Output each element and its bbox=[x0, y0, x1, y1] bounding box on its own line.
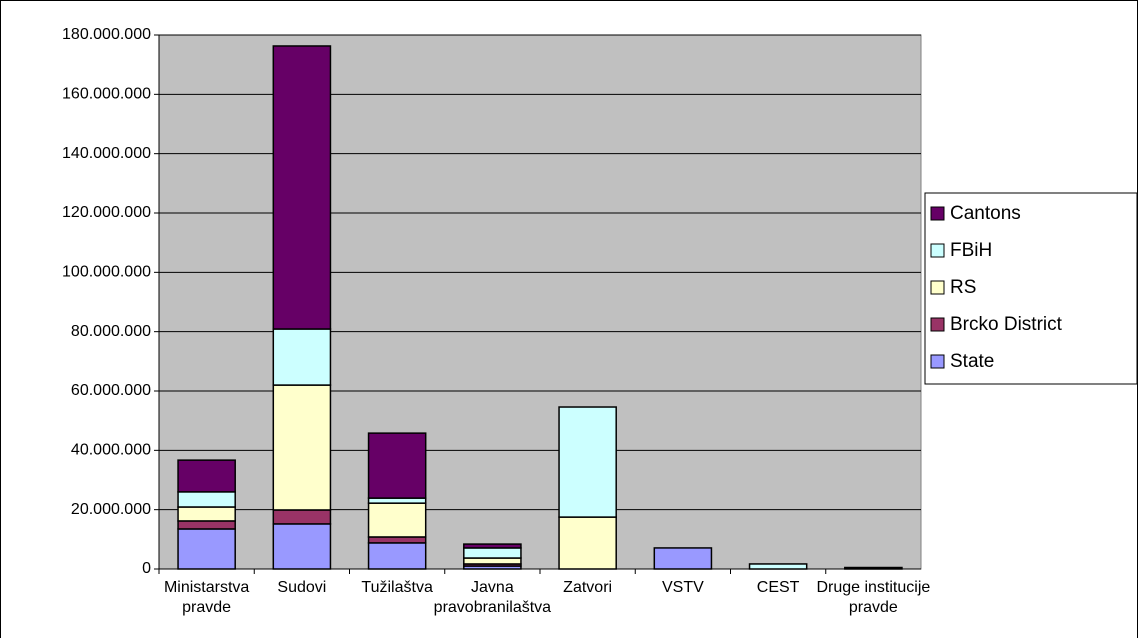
legend-label: Brcko District bbox=[950, 314, 1063, 335]
x-tick-label: CEST bbox=[756, 579, 800, 596]
y-tick-label: 180.000.000 bbox=[62, 26, 151, 43]
bar-segment bbox=[748, 563, 808, 570]
y-tick-label: 120.000.000 bbox=[62, 204, 151, 221]
bar-segment bbox=[463, 557, 522, 565]
x-tick-label: Ministarstva pravde bbox=[163, 579, 250, 616]
y-tick-label: 140.000.000 bbox=[62, 145, 151, 162]
x-tick-label: Zatvori bbox=[563, 579, 613, 596]
bar-segment bbox=[272, 384, 332, 511]
legend-swatch bbox=[930, 280, 945, 295]
legend-swatch bbox=[930, 354, 945, 369]
bar-segment bbox=[177, 459, 236, 493]
legend-swatch bbox=[930, 243, 945, 258]
legend-label: State bbox=[950, 351, 994, 372]
legend-label: Cantons bbox=[950, 203, 1021, 224]
bar-segment bbox=[177, 506, 236, 522]
bar-segment bbox=[844, 566, 903, 570]
bar-segment bbox=[272, 509, 332, 525]
bar-segment bbox=[558, 406, 617, 518]
legend-label: RS bbox=[950, 277, 976, 298]
bar-segment bbox=[463, 547, 522, 559]
bar-segment bbox=[272, 45, 332, 330]
bar-segment bbox=[272, 328, 332, 386]
bar-segment bbox=[367, 542, 427, 570]
y-tick-label: 60.000.000 bbox=[71, 382, 151, 399]
x-tick-label: VSTV bbox=[661, 579, 704, 596]
x-tick-label: Javna pravobranilaštva bbox=[433, 579, 552, 616]
legend-label: FBiH bbox=[950, 240, 992, 261]
bar-segment bbox=[558, 516, 617, 570]
y-tick-label: 0 bbox=[142, 560, 151, 577]
x-tick-label: Sudovi bbox=[277, 579, 327, 596]
bar-segment bbox=[367, 432, 427, 499]
bar-segment bbox=[177, 528, 236, 570]
bar-segment bbox=[463, 543, 522, 549]
bar-segment bbox=[177, 491, 236, 508]
legend-swatch bbox=[930, 206, 945, 221]
bar-segment bbox=[367, 536, 427, 544]
bar-segment bbox=[272, 523, 332, 570]
y-tick-label: 40.000.000 bbox=[71, 442, 151, 459]
y-tick-label: 100.000.000 bbox=[62, 264, 151, 281]
bar-segment bbox=[367, 497, 427, 504]
bar-segment bbox=[367, 502, 427, 538]
legend bbox=[924, 192, 1138, 385]
x-tick-label: Druge institucije pravde bbox=[816, 579, 931, 616]
y-tick-label: 20.000.000 bbox=[71, 501, 151, 518]
y-tick-label: 160.000.000 bbox=[62, 86, 151, 103]
legend-swatch bbox=[930, 317, 945, 332]
y-tick-label: 80.000.000 bbox=[71, 323, 151, 340]
bar-segment bbox=[177, 520, 236, 530]
bar-segment bbox=[653, 547, 713, 570]
x-tick-label: Tužilaštva bbox=[361, 579, 433, 596]
